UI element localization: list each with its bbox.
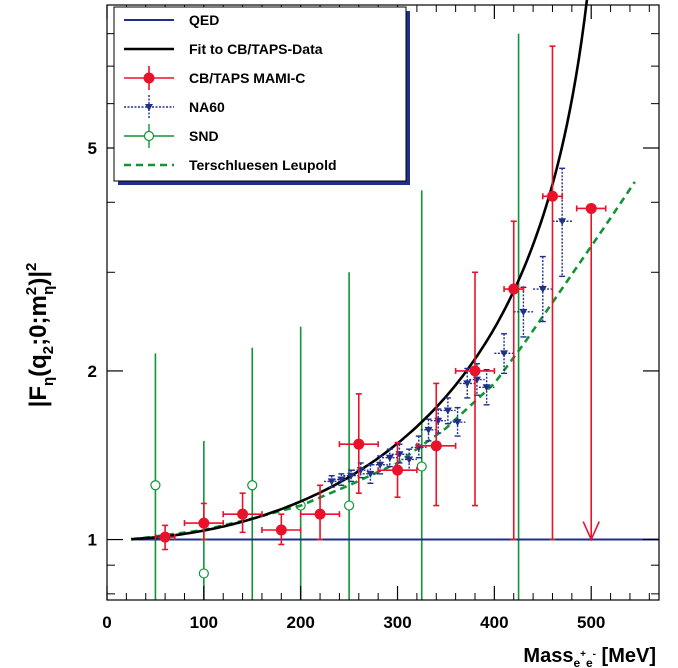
y-tick-label: 2: [88, 362, 97, 381]
y-axis-title-s2: 2: [40, 346, 57, 354]
x-axis-title: Masse+e- [MeV]: [523, 645, 656, 668]
cbtaps-point: [237, 508, 249, 520]
x-axis-title-sup2: -: [593, 649, 596, 660]
x-axis-title-sub2: e: [586, 656, 593, 668]
cbtaps-point: [159, 531, 171, 543]
y-axis-title-s3: η: [40, 286, 57, 295]
x-axis-title-sup1: +: [580, 649, 586, 660]
na60-point: [538, 286, 547, 294]
na60-point: [482, 384, 491, 392]
snd-point: [344, 500, 355, 511]
legend-items: QED Fit to CB/TAPS-Data CB/TAPS MAMI-C NA60…: [124, 12, 337, 173]
cbtaps-point: [353, 438, 365, 450]
legend-label-qed: QED: [189, 12, 219, 28]
na60-point: [558, 218, 567, 226]
legend-label-snd: SND: [189, 128, 219, 144]
legend-label-na60: NA60: [189, 99, 225, 115]
na60-point: [337, 476, 346, 484]
na60-point: [376, 461, 385, 469]
na60-point: [347, 472, 356, 480]
na60-point: [405, 456, 414, 464]
cbtaps-point: [585, 202, 597, 214]
y-tick-label: 1: [88, 531, 97, 550]
plot-series: [131, 0, 659, 600]
na60-point: [463, 380, 472, 388]
y-tick-label: 5: [88, 139, 97, 158]
x-tick-label: 300: [383, 613, 411, 632]
cbtaps-point: [430, 440, 442, 452]
na60-point: [500, 350, 509, 358]
y-axis-title-sup3: 2: [23, 287, 40, 295]
na60-point: [385, 454, 394, 462]
snd-point: [150, 480, 161, 491]
y-axis-title-p4: )|: [25, 271, 52, 286]
y-axis-title-sup4: 2: [23, 263, 40, 271]
legend-label-tl: Terschluesen Leupold: [189, 157, 337, 173]
cbtaps-point: [469, 365, 481, 377]
legend-symbol-na60: [145, 104, 153, 111]
legend-label-cbtaps: CB/TAPS MAMI-C: [189, 70, 305, 86]
na60-point: [366, 470, 375, 478]
x-axis-title-unit: [MeV]: [596, 645, 656, 667]
na60-point: [453, 419, 462, 427]
fit-curve: [131, 0, 589, 541]
cbtaps-arrow: [582, 521, 600, 542]
cbtaps-point: [392, 464, 404, 476]
snd-point: [416, 461, 427, 472]
plot-frame: [106, 4, 660, 601]
snd-point: [198, 568, 209, 579]
x-axis-title-sub: e: [573, 656, 580, 668]
y-axis-title-s1: η: [40, 377, 57, 386]
x-tick-label: 0: [102, 613, 111, 632]
legend-label-fit: Fit to CB/TAPS-Data: [189, 41, 323, 57]
x-axis-title-main: Mass: [523, 645, 573, 667]
cbtaps-point: [275, 524, 287, 536]
na60-point: [519, 308, 528, 316]
y-axis-title: |Fη(q2;0;m2η)|2: [23, 263, 57, 408]
x-tick-label: 200: [286, 613, 314, 632]
na60-point: [443, 407, 452, 415]
legend-symbol-snd: [143, 130, 155, 142]
cbtaps-point: [546, 190, 558, 202]
cbtaps-point: [314, 508, 326, 520]
legend-box: [113, 6, 407, 182]
axes: 0 100 200 300 400 500 1 2 5: [88, 4, 659, 632]
y-axis-title-p3: ;0;m: [25, 295, 52, 346]
na60-point: [424, 426, 433, 434]
snd-point: [247, 480, 258, 491]
cbtaps-point: [508, 283, 520, 295]
legend: QED Fit to CB/TAPS-Data CB/TAPS MAMI-C NA60…: [113, 6, 410, 185]
y-axis-title-p1: |F: [25, 386, 52, 407]
x-tick-label: 100: [190, 613, 218, 632]
x-tick-label: 500: [577, 613, 605, 632]
y-axis-title-p2: (q: [25, 354, 52, 377]
cbtaps-point: [198, 517, 210, 529]
legend-symbol-cbtaps: [143, 72, 155, 84]
x-tick-label: 400: [480, 613, 508, 632]
